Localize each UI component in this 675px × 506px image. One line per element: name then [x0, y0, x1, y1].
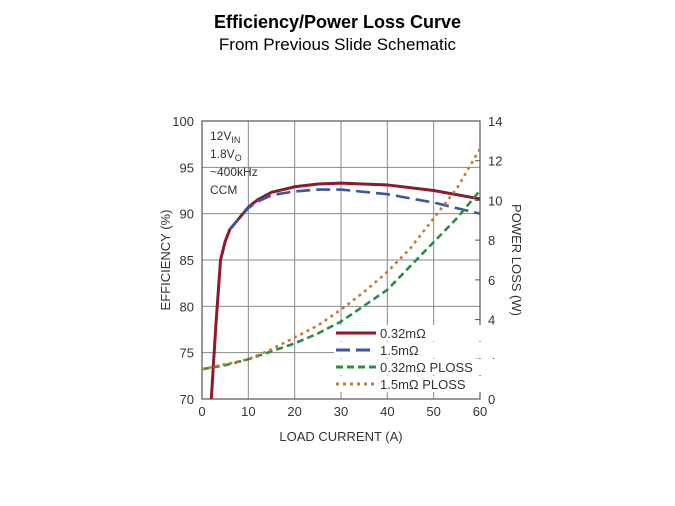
y2-tick-label: 4	[488, 313, 495, 328]
y-tick-label: 85	[180, 253, 194, 268]
series-line-0	[209, 181, 480, 399]
y2-tick-label: 0	[488, 392, 495, 407]
x-tick-label: 40	[380, 404, 394, 419]
y-tick-label: 80	[180, 299, 194, 314]
x-tick-label: 60	[473, 404, 487, 419]
svg-text:~400kHz: ~400kHz	[210, 165, 258, 179]
y-tick-label: 70	[180, 392, 194, 407]
x-tick-label: 10	[241, 404, 255, 419]
x-tick-label: 30	[334, 404, 348, 419]
series-line-3	[202, 148, 480, 371]
y-tick-label: 75	[180, 346, 194, 361]
legend-bg	[334, 342, 514, 358]
y-axis-label: EFFICIENCY (%)	[158, 210, 173, 311]
legend-label-3: 1.5mΩ PLOSS	[380, 377, 466, 392]
legend-bg	[334, 359, 514, 375]
x-tick-label: 0	[198, 404, 205, 419]
legend-label-1: 1.5mΩ	[380, 343, 419, 358]
y2-tick-label: 14	[488, 114, 502, 129]
svg-text:CCM: CCM	[210, 183, 237, 197]
x-tick-label: 50	[426, 404, 440, 419]
x-axis-label: LOAD CURRENT (A)	[279, 429, 402, 444]
legend-label-0: 0.32mΩ	[380, 326, 426, 341]
y2-axis-label: POWER LOSS (W)	[509, 204, 524, 316]
x-tick-label: 20	[287, 404, 301, 419]
conditions-annotation: 12VIN 1.8VO ~400kHz CCM	[210, 129, 258, 197]
y2-tick-label: 6	[488, 273, 495, 288]
y-tick-label: 95	[180, 160, 194, 175]
plot-frame	[201, 120, 481, 400]
y2-tick-label: 8	[488, 233, 495, 248]
legend-label-2: 0.32mΩ PLOSS	[380, 360, 473, 375]
series-line-2	[202, 189, 480, 371]
svg-text:1.8VO: 1.8VO	[210, 147, 242, 163]
y2-tick-label: 12	[488, 154, 502, 169]
y-tick-label: 90	[180, 207, 194, 222]
legend-bg	[334, 325, 514, 341]
svg-text:12VIN: 12VIN	[210, 129, 240, 145]
y2-tick-label: 10	[488, 193, 502, 208]
legend-bg	[334, 376, 514, 392]
page-title: Efficiency/Power Loss Curve	[213, 12, 462, 32]
series-line-1	[228, 188, 480, 231]
page-subtitle: From Previous Slide Schematic	[218, 35, 457, 54]
y-tick-label: 100	[172, 114, 194, 129]
